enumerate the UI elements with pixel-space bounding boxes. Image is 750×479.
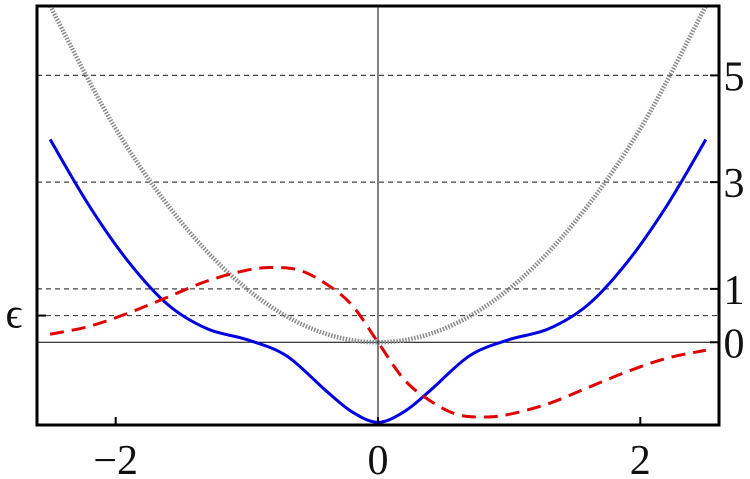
y-tick-label-2: 3 (724, 161, 745, 207)
y-tick-label-0: 0 (724, 321, 745, 367)
y-tick-label-3: 5 (724, 54, 745, 100)
x-tick-label-2: 2 (630, 438, 651, 479)
ticks: −2 0 2 0 1 3 5 (37, 54, 745, 479)
epsilon-label: ϵ (5, 292, 22, 338)
axes (37, 6, 719, 425)
x-tick-label-0: −2 (93, 438, 138, 479)
series-red-dashed-line (49, 266, 707, 419)
x-tick-label-1: 0 (368, 438, 389, 479)
y-tick-label-1: 1 (724, 268, 745, 314)
